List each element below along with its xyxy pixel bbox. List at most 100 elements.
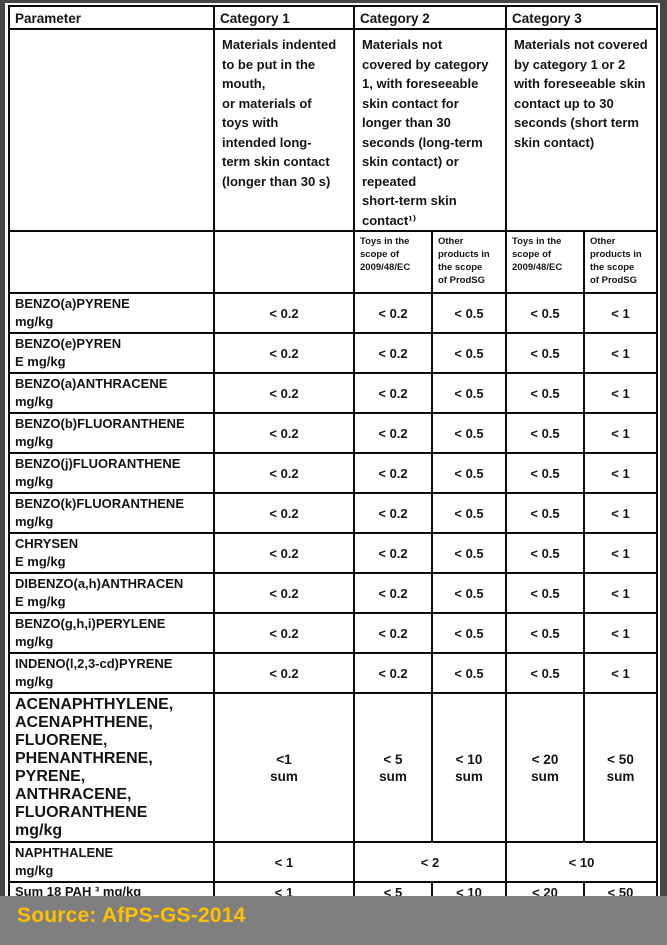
value-cell: < 0.2 xyxy=(353,452,433,494)
value-cell: < 0.5 xyxy=(431,652,507,694)
scope-subheader-row: Toys in the scope of 2009/48/EC Other pr… xyxy=(8,230,658,294)
parameter-cell: NAPHTHALENE mg/kg xyxy=(8,841,215,883)
value-cell: < 1 xyxy=(583,452,658,494)
value-cell: < 5 sum xyxy=(353,692,433,843)
value-cell: < 1 xyxy=(583,612,658,654)
value-cell: < 0.2 xyxy=(213,492,355,534)
header-category3: Category 3 xyxy=(505,5,658,30)
source-label: Source: AfPS-GS-2014 xyxy=(17,904,246,927)
header-parameter: Parameter xyxy=(8,5,215,30)
value-cell: < 0.2 xyxy=(353,532,433,574)
parameter-cell: BENZO(j)FLUORANTHENE mg/kg xyxy=(8,452,215,494)
naphthalene-row: NAPHTHALENE mg/kg < 1 < 2 < 10 xyxy=(8,841,658,883)
cat3-toys-scope-label: Toys in the scope of 2009/48/EC xyxy=(505,230,585,294)
parameter-cell: BENZO(e)PYREN E mg/kg xyxy=(8,332,215,374)
description-empty-cell xyxy=(8,28,215,232)
value-cell: < 0.5 xyxy=(505,612,585,654)
value-cell: < 0.2 xyxy=(213,612,355,654)
value-cell: < 1 xyxy=(583,532,658,574)
value-cell: < 0.2 xyxy=(353,572,433,614)
parameter-cell: BENZO(k)FLUORANTHENE mg/kg xyxy=(8,492,215,534)
value-cell: < 0.2 xyxy=(353,652,433,694)
value-cell: < 0.5 xyxy=(431,532,507,574)
value-cell-category3-merged: < 10 xyxy=(505,841,658,883)
table-row: BENZO(j)FLUORANTHENE mg/kg < 0.2 < 0.2 <… xyxy=(8,452,658,494)
value-cell: < 0.5 xyxy=(505,452,585,494)
category1-description: Materials indented to be put in the mout… xyxy=(213,28,355,232)
value-cell: < 0.5 xyxy=(431,572,507,614)
value-cell: < 0.5 xyxy=(431,372,507,414)
value-cell: < 1 xyxy=(213,841,355,883)
value-cell: < 1 xyxy=(583,492,658,534)
table-row: BENZO(k)FLUORANTHENE mg/kg < 0.2 < 0.2 <… xyxy=(8,492,658,534)
page-background: Parameter Category 1 Category 2 Category… xyxy=(5,3,660,945)
header-category1: Category 1 xyxy=(213,5,355,30)
value-cell: < 0.2 xyxy=(213,572,355,614)
value-cell: < 0.5 xyxy=(431,412,507,454)
document-sheet: Parameter Category 1 Category 2 Category… xyxy=(5,3,660,912)
value-cell: <1 sum xyxy=(213,692,355,843)
table-row: INDENO(l,2,3-cd)PYRENE mg/kg < 0.2 < 0.2… xyxy=(8,652,658,694)
value-cell: < 0.5 xyxy=(505,412,585,454)
table-row: DIBENZO(a,h)ANTHRACEN E mg/kg < 0.2 < 0.… xyxy=(8,572,658,614)
parameter-cell: BENZO(a)PYRENE mg/kg xyxy=(8,292,215,334)
table-row: CHRYSEN E mg/kg < 0.2 < 0.2 < 0.5 < 0.5 … xyxy=(8,532,658,574)
value-cell: < 0.2 xyxy=(353,332,433,374)
value-cell: < 0.2 xyxy=(353,292,433,334)
value-cell: < 0.2 xyxy=(213,332,355,374)
cat2-other-scope-label: Other products in the scope of ProdSG xyxy=(431,230,507,294)
value-cell: < 0.2 xyxy=(213,372,355,414)
parameter-cell: BENZO(g,h,i)PERYLENE mg/kg xyxy=(8,612,215,654)
parameter-cell: ACENAPHTHYLENE, ACENAPHTHENE, FLUORENE, … xyxy=(8,692,215,843)
value-cell: < 10 sum xyxy=(431,692,507,843)
value-cell: < 0.2 xyxy=(213,652,355,694)
table-row: BENZO(a)PYRENE mg/kg < 0.2 < 0.2 < 0.5 <… xyxy=(8,292,658,334)
subheader-empty-cell xyxy=(213,230,355,294)
category-description-row: Materials indented to be put in the mout… xyxy=(8,28,658,232)
parameter-cell: INDENO(l,2,3-cd)PYRENE mg/kg xyxy=(8,652,215,694)
sum-group-row: ACENAPHTHYLENE, ACENAPHTHENE, FLUORENE, … xyxy=(8,692,658,843)
value-cell: < 0.5 xyxy=(431,332,507,374)
value-cell: < 0.5 xyxy=(431,492,507,534)
value-cell: < 0.2 xyxy=(213,452,355,494)
value-cell: < 1 xyxy=(583,292,658,334)
table-row: BENZO(e)PYREN E mg/kg < 0.2 < 0.2 < 0.5 … xyxy=(8,332,658,374)
value-cell: < 0.5 xyxy=(505,572,585,614)
value-cell: < 0.5 xyxy=(505,492,585,534)
table-header-row: Parameter Category 1 Category 2 Category… xyxy=(8,5,658,30)
value-cell: < 0.5 xyxy=(431,612,507,654)
value-cell: < 0.2 xyxy=(353,412,433,454)
value-cell: < 1 xyxy=(583,332,658,374)
category2-description: Materials not covered by category 1, wit… xyxy=(353,28,507,232)
pah-limits-table: Parameter Category 1 Category 2 Category… xyxy=(8,5,658,912)
value-cell: < 0.2 xyxy=(353,612,433,654)
value-cell-category2-merged: < 2 xyxy=(353,841,507,883)
value-cell: < 1 xyxy=(583,412,658,454)
table-row: BENZO(g,h,i)PERYLENE mg/kg < 0.2 < 0.2 <… xyxy=(8,612,658,654)
value-cell: < 0.5 xyxy=(505,652,585,694)
parameter-cell: BENZO(a)ANTHRACENE mg/kg xyxy=(8,372,215,414)
parameter-cell: CHRYSEN E mg/kg xyxy=(8,532,215,574)
value-cell: < 20 sum xyxy=(505,692,585,843)
table-row: BENZO(b)FLUORANTHENE mg/kg < 0.2 < 0.2 <… xyxy=(8,412,658,454)
value-cell: < 0.5 xyxy=(431,452,507,494)
header-category2: Category 2 xyxy=(353,5,507,30)
value-cell: < 50 sum xyxy=(583,692,658,843)
value-cell: < 0.5 xyxy=(505,532,585,574)
value-cell: < 0.2 xyxy=(353,372,433,414)
cat2-toys-scope-label: Toys in the scope of 2009/48/EC xyxy=(353,230,433,294)
value-cell: < 0.2 xyxy=(213,532,355,574)
value-cell: < 1 xyxy=(583,372,658,414)
value-cell: < 1 xyxy=(583,652,658,694)
cat3-other-scope-label: Other products in the scope of ProdSG xyxy=(583,230,658,294)
value-cell: < 0.5 xyxy=(505,332,585,374)
parameter-cell: BENZO(b)FLUORANTHENE mg/kg xyxy=(8,412,215,454)
value-cell: < 0.2 xyxy=(213,292,355,334)
subheader-empty-cell xyxy=(8,230,215,294)
value-cell: < 0.5 xyxy=(431,292,507,334)
value-cell: < 0.2 xyxy=(353,492,433,534)
parameter-cell: DIBENZO(a,h)ANTHRACEN E mg/kg xyxy=(8,572,215,614)
value-cell: < 0.2 xyxy=(213,412,355,454)
category3-description: Materials not covered by category 1 or 2… xyxy=(505,28,658,232)
value-cell: < 1 xyxy=(583,572,658,614)
